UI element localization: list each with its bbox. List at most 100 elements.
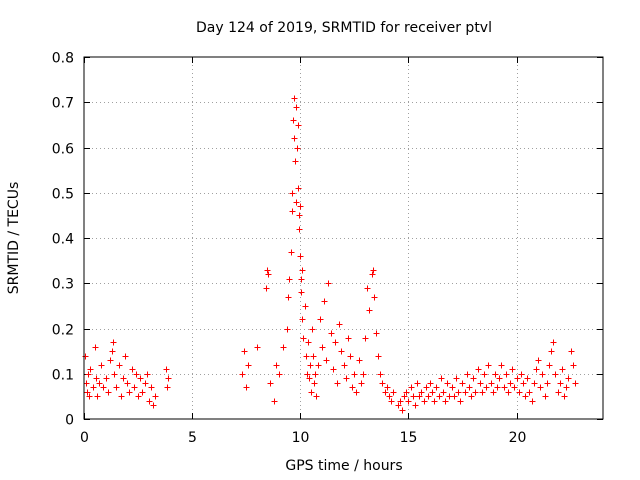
data-point: [294, 145, 301, 152]
data-point: [273, 362, 280, 369]
data-point: [565, 375, 572, 382]
data-point: [286, 276, 293, 283]
data-point: [293, 104, 300, 111]
data-point: [334, 380, 341, 387]
data-point: [105, 389, 112, 396]
data-point: [509, 366, 516, 373]
data-point: [84, 389, 91, 396]
data-point: [520, 380, 527, 387]
data-point: [421, 398, 428, 405]
y-tick-label: 0.3: [52, 277, 74, 293]
data-point: [291, 135, 298, 142]
data-point: [414, 380, 421, 387]
data-point: [501, 384, 508, 391]
data-point: [375, 353, 382, 360]
data-point: [100, 384, 107, 391]
data-point: [531, 380, 538, 387]
data-point: [494, 384, 501, 391]
data-point: [468, 393, 475, 400]
data-point: [388, 398, 395, 405]
data-point: [514, 375, 521, 382]
data-point: [285, 294, 292, 301]
data-point: [379, 380, 386, 387]
data-point: [490, 389, 497, 396]
data-point: [142, 380, 149, 387]
data-point: [290, 117, 297, 124]
data-point: [107, 357, 114, 364]
data-point: [93, 375, 100, 382]
data-point: [289, 208, 296, 215]
data-point: [310, 353, 317, 360]
data-point: [550, 339, 557, 346]
data-point: [144, 371, 151, 378]
data-point: [384, 384, 391, 391]
data-point: [267, 380, 274, 387]
data-point: [539, 371, 546, 378]
data-point: [265, 271, 272, 278]
data-point: [442, 398, 449, 405]
data-point: [150, 402, 157, 409]
data-points: [82, 95, 579, 414]
data-point: [371, 294, 378, 301]
data-point: [507, 380, 514, 387]
data-point: [518, 371, 525, 378]
x-tick-label: 10: [292, 430, 310, 446]
data-point: [113, 384, 120, 391]
data-point: [425, 393, 432, 400]
data-point: [479, 389, 486, 396]
data-point: [126, 389, 133, 396]
data-point: [410, 393, 417, 400]
data-point: [464, 371, 471, 378]
data-point: [111, 371, 118, 378]
data-point: [148, 384, 155, 391]
data-point: [243, 384, 250, 391]
data-point: [377, 371, 384, 378]
data-point: [347, 353, 354, 360]
data-point: [92, 344, 99, 351]
data-point: [496, 375, 503, 382]
data-point: [284, 326, 291, 333]
data-point: [163, 366, 170, 373]
data-point: [548, 348, 555, 355]
y-tick-label: 0.8: [52, 51, 74, 67]
data-point: [358, 380, 365, 387]
data-point: [466, 384, 473, 391]
data-point: [135, 393, 142, 400]
x-tick-label: 5: [188, 430, 197, 446]
x-tick-label: 15: [400, 430, 418, 446]
data-point: [319, 344, 326, 351]
data-point: [429, 389, 436, 396]
data-point: [524, 375, 531, 382]
data-point: [477, 380, 484, 387]
data-point: [295, 122, 302, 129]
data-point: [87, 366, 94, 373]
data-point: [254, 344, 261, 351]
data-point: [483, 384, 490, 391]
data-point: [475, 366, 482, 373]
data-point: [315, 362, 322, 369]
data-point: [90, 384, 97, 391]
data-point: [120, 375, 127, 382]
data-point: [122, 353, 129, 360]
data-point: [555, 389, 562, 396]
data-point: [317, 316, 324, 323]
data-point: [503, 371, 510, 378]
data-point: [535, 357, 542, 364]
data-point: [302, 303, 309, 310]
data-point: [436, 393, 443, 400]
y-tick-label: 0.2: [52, 323, 74, 339]
data-point: [373, 330, 380, 337]
data-point: [570, 362, 577, 369]
data-point: [511, 384, 518, 391]
data-point: [165, 375, 172, 382]
data-point: [297, 253, 304, 260]
data-point: [137, 375, 144, 382]
data-point: [349, 384, 356, 391]
data-point: [296, 212, 303, 219]
data-point: [563, 384, 570, 391]
data-point: [313, 393, 320, 400]
data-point: [492, 371, 499, 378]
data-point: [343, 375, 350, 382]
data-point: [300, 335, 307, 342]
data-point: [98, 362, 105, 369]
